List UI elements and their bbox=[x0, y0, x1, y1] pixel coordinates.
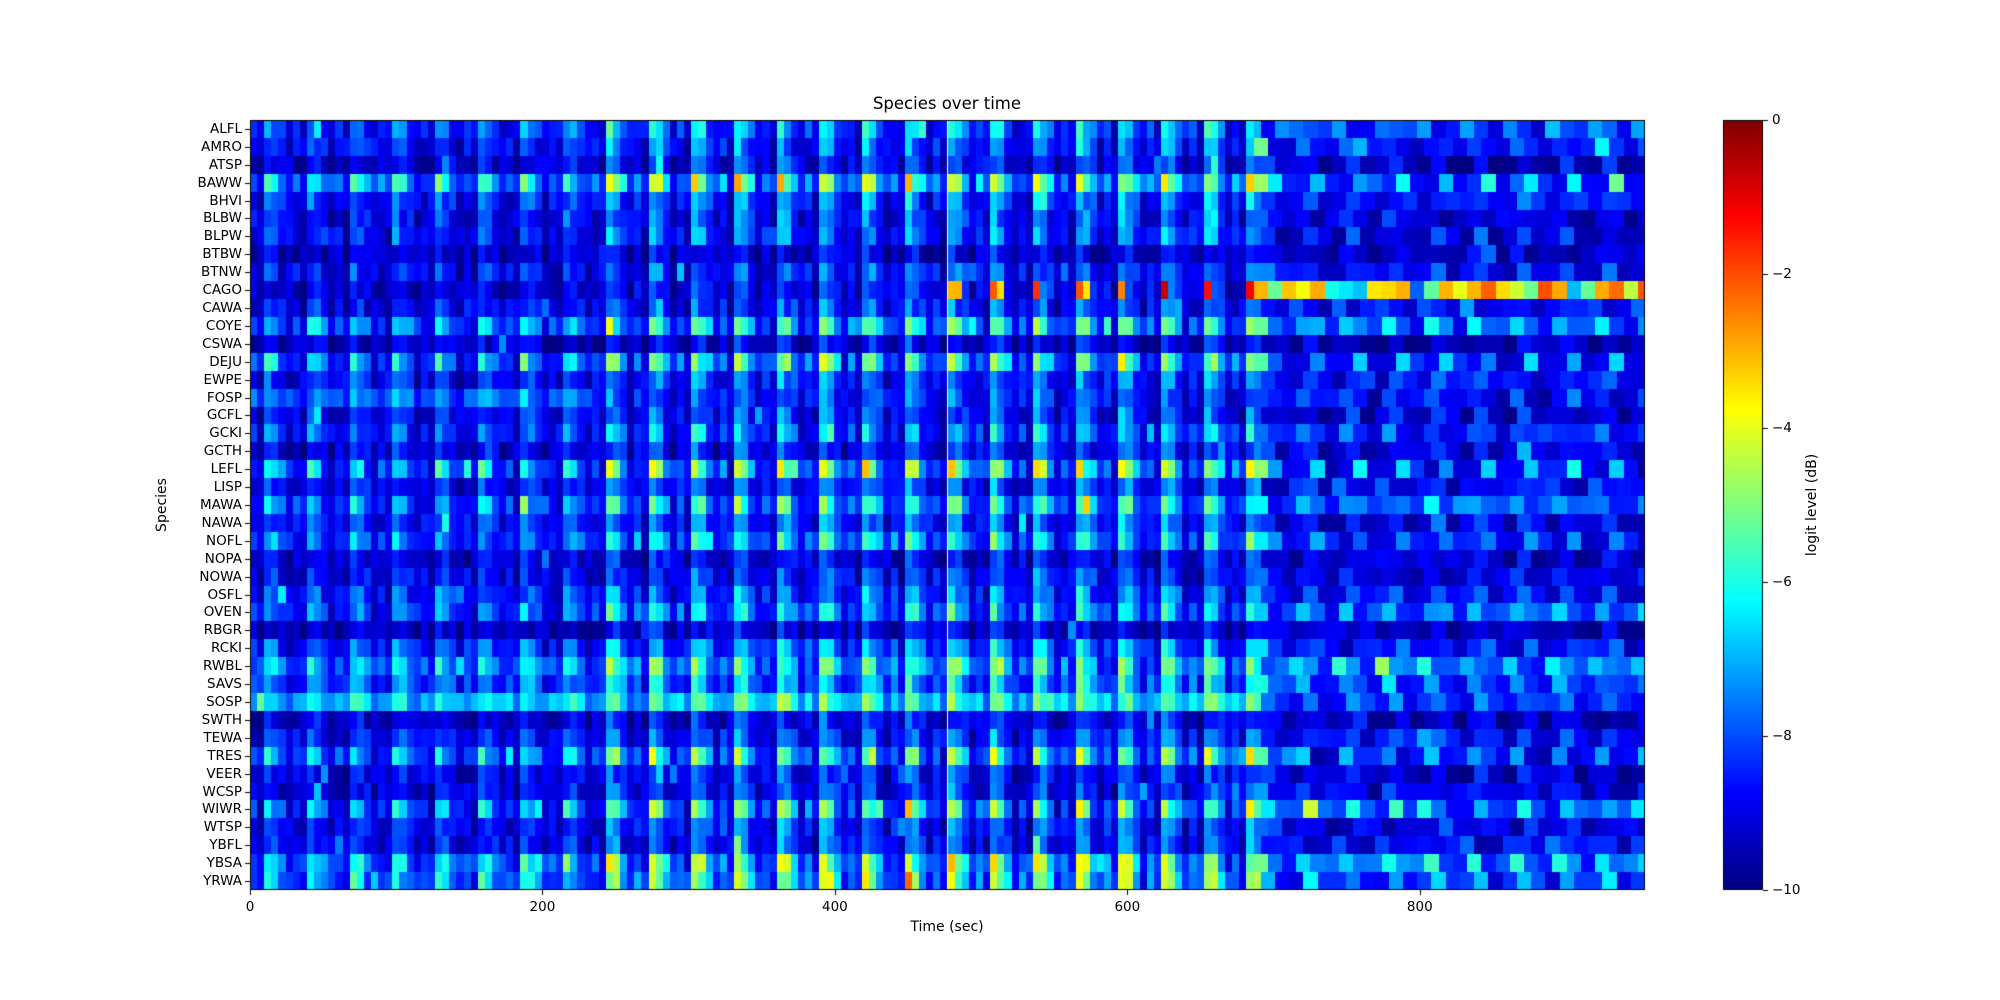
y-tick-label: LEFL bbox=[210, 461, 242, 478]
y-tick-label: EWPE bbox=[203, 371, 242, 388]
y-tick-label: SAVS bbox=[207, 676, 242, 693]
colorbar-tick-label: −6 bbox=[1772, 574, 1792, 590]
y-tick-label: SOSP bbox=[206, 693, 242, 710]
y-tick-label: CAWA bbox=[202, 300, 242, 317]
colorbar-tick-label: −10 bbox=[1772, 882, 1801, 898]
y-tick-label: WIWR bbox=[201, 801, 242, 818]
colorbar-tick-label: −2 bbox=[1772, 266, 1792, 282]
y-tick-label: WCSP bbox=[202, 783, 243, 800]
y-tick-label: SWTH bbox=[201, 711, 242, 728]
y-tick-label: CAGO bbox=[202, 282, 242, 299]
y-tick-label: TRES bbox=[207, 747, 242, 764]
y-tick-label: COYE bbox=[205, 317, 242, 334]
y-tick-label: NOWA bbox=[199, 568, 242, 585]
chart-title: Species over time bbox=[872, 94, 1022, 113]
y-tick-label: NOPA bbox=[204, 550, 242, 567]
y-tick-label: BTBW bbox=[202, 246, 242, 263]
y-tick-label: BHVI bbox=[209, 192, 242, 209]
x-tick-label: 200 bbox=[529, 899, 556, 915]
y-tick-label: ATSP bbox=[208, 156, 242, 173]
y-tick-label: LISP bbox=[213, 479, 242, 496]
x-axis-label: Time (sec) bbox=[910, 919, 984, 935]
y-tick-label: CSWA bbox=[202, 335, 242, 352]
x-tick-label: 600 bbox=[1114, 899, 1141, 915]
y-tick-label: ALFL bbox=[209, 120, 242, 137]
colorbar-tick-label: 0 bbox=[1772, 112, 1781, 128]
y-tick-label: NAWA bbox=[201, 514, 242, 531]
y-tick-label: DEJU bbox=[209, 353, 242, 370]
y-tick-label: OSFL bbox=[207, 586, 242, 603]
y-tick-label: YRWA bbox=[203, 873, 242, 890]
y-tick-label: GCTH bbox=[203, 443, 242, 460]
y-tick-label: TEWA bbox=[203, 729, 242, 746]
y-tick-label: RBGR bbox=[203, 622, 242, 639]
x-tick-label: 400 bbox=[822, 899, 848, 915]
colorbar-label: logit level (dB) bbox=[1804, 453, 1820, 557]
y-tick-label: VEER bbox=[206, 765, 242, 782]
colorbar-tick-label: −8 bbox=[1772, 728, 1792, 744]
y-tick-label: RCKI bbox=[211, 640, 242, 657]
y-tick-label: AMRO bbox=[201, 138, 242, 155]
colorbar-tick-label: −4 bbox=[1772, 420, 1792, 436]
y-tick-label: RWBL bbox=[203, 658, 242, 675]
y-tick-label: YBSA bbox=[206, 855, 242, 872]
y-tick-label: YBFL bbox=[209, 837, 242, 854]
y-tick-label: BAWW bbox=[197, 174, 242, 191]
y-tick-label: GCKI bbox=[209, 425, 242, 442]
y-tick-label: WTSP bbox=[203, 819, 242, 836]
y-tick-label: NOFL bbox=[205, 532, 242, 549]
y-tick-label: OVEN bbox=[203, 604, 242, 621]
y-tick-label: MAWA bbox=[200, 497, 242, 513]
y-tick-label: BLPW bbox=[203, 228, 242, 245]
y-tick-label: BTNW bbox=[201, 264, 242, 281]
y-tick-label: BLBW bbox=[203, 210, 242, 227]
x-tick-label: 0 bbox=[245, 899, 255, 915]
y-tick-label: GCFL bbox=[206, 407, 242, 424]
x-tick-label: 800 bbox=[1406, 899, 1433, 915]
y-tick-label: FOSP bbox=[206, 389, 242, 406]
